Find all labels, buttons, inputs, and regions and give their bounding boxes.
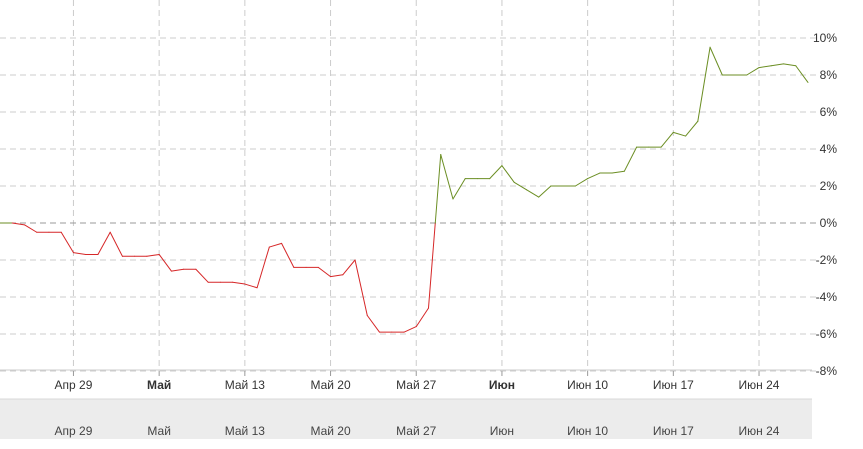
y-tick-label: 0% [820, 216, 838, 230]
series-line-segment [195, 268, 209, 283]
x-tick-label: Июн 17 [653, 378, 694, 392]
series-group [0, 46, 809, 333]
series-line-segment [501, 165, 515, 183]
y-gridlines [0, 37, 820, 372]
navigator-label: Май 13 [225, 424, 266, 438]
y-tick-label: -6% [816, 327, 838, 341]
series-line-segment [513, 181, 527, 191]
series-line-segment [60, 231, 74, 254]
series-line-segment [489, 165, 503, 180]
navigator-label: Июн [490, 424, 514, 438]
y-tick-label: 8% [820, 68, 838, 82]
x-tick-label: Июн 10 [567, 378, 608, 392]
series-line-segment [525, 189, 540, 198]
x-axis-labels: Апр 29 Май Май 13 Май 20 Май 27 Июн Июн 10 Июн … [55, 378, 780, 392]
y-tick-label: 10% [813, 31, 837, 45]
series-line-segment [697, 46, 711, 122]
series-line-segment [232, 281, 246, 285]
y-tick-label: -8% [816, 364, 838, 378]
series-line-segment [244, 283, 258, 289]
series-line-segment [403, 326, 417, 333]
series-line-segment [783, 63, 797, 67]
navigator[interactable] [0, 399, 812, 439]
navigator-label: Май 27 [396, 424, 437, 438]
x-tick-label: Июн 24 [739, 378, 780, 392]
series-line-segment [281, 242, 295, 268]
x-tick-label: Июн [489, 378, 515, 392]
x-tick-label: Май 13 [225, 378, 266, 392]
navigator-label: Июн 10 [567, 424, 608, 438]
series-line-segment [709, 46, 723, 76]
y-tick-label: -4% [816, 290, 838, 304]
x-tick-label: Май 27 [396, 378, 437, 392]
series-line-segment [317, 266, 332, 278]
x-tick-label: Май [147, 378, 171, 392]
series-line-segment [770, 63, 785, 67]
series-line-segment [746, 67, 760, 76]
navigator-labels: Апр 29 Май Май 13 Май 20 Май 27 Июн Июн 10 Июн … [55, 424, 780, 438]
series-line-segment [427, 222, 436, 309]
navigator-label: Апр 29 [55, 424, 93, 438]
series-line-segment [672, 131, 687, 137]
series-line-segment [611, 170, 625, 174]
series-line-segment [415, 307, 429, 328]
y-axis-labels: -8% -6% -4% -2% 0% 2% 4% 6% 8% 10% [813, 31, 837, 378]
series-line-segment [146, 253, 160, 257]
series-line-segment [97, 231, 111, 255]
y-tick-label: 2% [820, 179, 838, 193]
series-line-segment [795, 65, 809, 83]
y-tick-label: 6% [820, 105, 838, 119]
x-tick-label: Май 20 [310, 378, 351, 392]
y-tick-label: -2% [816, 253, 838, 267]
y-tick-label: 4% [820, 142, 838, 156]
series-line-segment [452, 178, 466, 200]
series-line-segment [256, 246, 270, 289]
series-line-segment [109, 231, 123, 257]
series-line-segment [623, 146, 638, 172]
series-line-segment [170, 268, 185, 272]
series-line-segment [72, 252, 87, 255]
navigator-label: Июн 17 [653, 424, 694, 438]
series-line-segment [574, 178, 589, 187]
series-line-segment [440, 154, 454, 200]
series-line-segment [268, 242, 283, 248]
series-line-segment [342, 259, 356, 276]
series-line-segment [158, 253, 172, 272]
series-line-segment [758, 65, 772, 69]
series-line-segment [660, 131, 674, 148]
series-line-segment [11, 222, 25, 226]
x-tick-label: Апр 29 [55, 378, 93, 392]
series-line-segment [366, 315, 381, 333]
series-line-segment [538, 185, 552, 198]
series-line-segment [685, 120, 699, 137]
series-line-segment [23, 224, 38, 233]
navigator-label: Май 20 [310, 424, 351, 438]
x-gridlines [72, 0, 760, 376]
navigator-label: Июн 24 [739, 424, 780, 438]
navigator-label: Май [147, 424, 171, 438]
series-line-segment [434, 154, 442, 224]
series-line-segment [354, 259, 368, 316]
series-line-segment [587, 172, 601, 180]
series-line-segment [330, 274, 344, 278]
